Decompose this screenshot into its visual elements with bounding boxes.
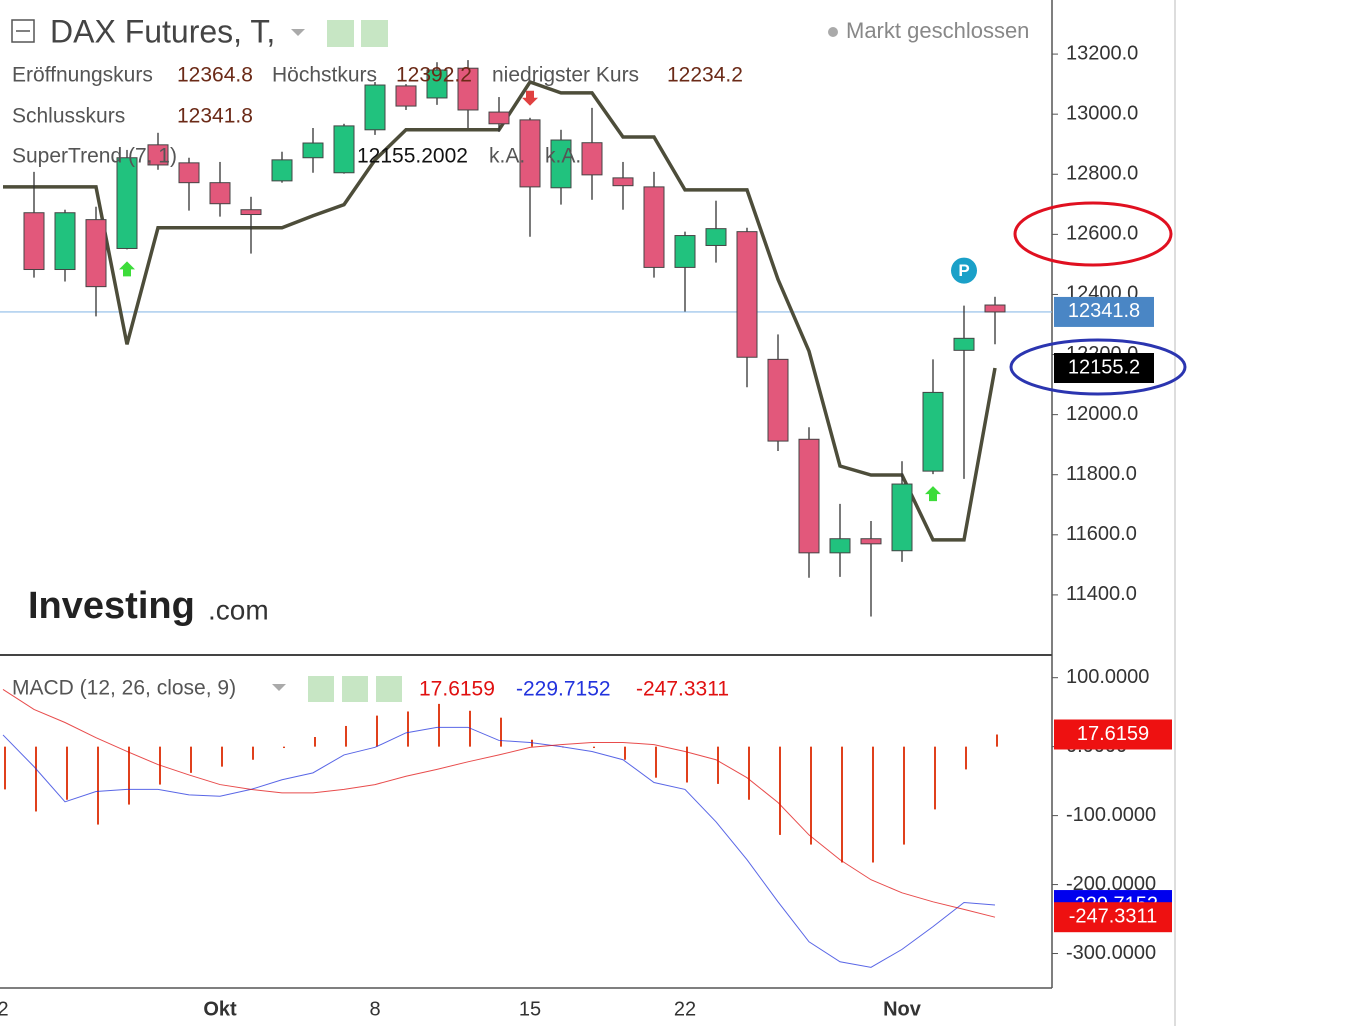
y-tick-label: 12000.0 bbox=[1066, 403, 1138, 425]
buy-arrow bbox=[119, 261, 135, 277]
ohlc-label: niedrigster Kurs bbox=[492, 64, 639, 87]
candle-body bbox=[519, 119, 541, 188]
x-tick-label: 2 bbox=[0, 998, 9, 1020]
buy-arrow bbox=[925, 486, 941, 502]
candle-body bbox=[209, 182, 231, 205]
candle-body bbox=[736, 231, 758, 358]
candle-body bbox=[147, 144, 169, 166]
candle-body bbox=[643, 186, 665, 268]
market-status: Markt geschlossen bbox=[846, 18, 1029, 43]
price-badge bbox=[1054, 296, 1154, 327]
candle-body bbox=[922, 391, 944, 472]
candle-body bbox=[767, 358, 789, 442]
eye-icon[interactable] bbox=[308, 676, 334, 702]
candle-body bbox=[271, 159, 293, 182]
indicator-value: 12155.2002 bbox=[357, 145, 468, 168]
y-tick-label: 11600.0 bbox=[1066, 523, 1137, 545]
candle-body bbox=[302, 142, 324, 159]
highlight-circle bbox=[1013, 201, 1173, 267]
price-badge-label: 12341.8 bbox=[1068, 300, 1140, 322]
x-tick-label: Okt bbox=[203, 998, 237, 1020]
y-tick-label: 12600.0 bbox=[1066, 223, 1138, 245]
chart-title: DAX Futures, T, bbox=[50, 13, 275, 49]
ohlc-label: Schlusskurs bbox=[12, 105, 125, 128]
highlight-circle bbox=[1009, 338, 1187, 396]
x-tick-label: 8 bbox=[369, 998, 380, 1020]
candle-body bbox=[333, 125, 355, 174]
p-marker bbox=[951, 257, 977, 284]
y-tick-label: -300.0000 bbox=[1066, 942, 1156, 964]
value-badge bbox=[1054, 719, 1172, 750]
candle-body bbox=[364, 84, 386, 131]
macd-line bbox=[2, 726, 996, 968]
price-badge-label: 12155.2 bbox=[1068, 356, 1140, 378]
candle-body bbox=[891, 483, 913, 552]
ohlc-value: 12341.8 bbox=[177, 105, 253, 128]
y-tick-label: 13200.0 bbox=[1066, 42, 1138, 64]
candle-body bbox=[550, 139, 572, 189]
ohlc-label: Eröffnungskurs bbox=[12, 64, 153, 87]
x-tick-label: 15 bbox=[519, 998, 541, 1020]
candle-body bbox=[426, 69, 448, 99]
collapse-icon[interactable] bbox=[11, 19, 35, 43]
ohlc-value: 12364.8 bbox=[177, 64, 253, 87]
macd-value: -229.7152 bbox=[516, 678, 611, 701]
dropdown-arrow[interactable] bbox=[291, 29, 305, 36]
candle-body bbox=[674, 235, 696, 268]
ohlc-value: 12234.2 bbox=[667, 64, 743, 87]
indicator-value: k.A. bbox=[489, 145, 525, 168]
dropdown-arrow[interactable] bbox=[272, 684, 286, 691]
macd-line bbox=[2, 688, 996, 918]
y-tick-label: -200.0000 bbox=[1066, 873, 1156, 895]
sell-arrow bbox=[522, 90, 538, 106]
candle-body bbox=[581, 142, 603, 176]
candle-body bbox=[240, 209, 262, 216]
y-tick-label: 100.0000 bbox=[1066, 666, 1149, 688]
candle-body bbox=[612, 177, 634, 187]
indicator-value: k.A. bbox=[545, 145, 581, 168]
value-badge-label: 17.6159 bbox=[1077, 723, 1149, 745]
candle-body bbox=[395, 85, 417, 107]
candle-body bbox=[54, 212, 76, 271]
x-tick-label: Nov bbox=[883, 998, 922, 1020]
y-tick-label: 13000.0 bbox=[1066, 102, 1138, 124]
price-badge bbox=[1054, 353, 1154, 384]
y-tick-label: 11800.0 bbox=[1066, 463, 1137, 485]
ohlc-label: Höchstkurs bbox=[272, 64, 377, 87]
candle-body bbox=[953, 337, 975, 351]
y-tick-label: -100.0000 bbox=[1066, 804, 1156, 826]
candle-body bbox=[85, 219, 107, 288]
candle-body bbox=[116, 157, 138, 249]
candle-body bbox=[860, 538, 882, 545]
logo-suffix: .com bbox=[208, 594, 269, 625]
eye-icon[interactable] bbox=[327, 20, 354, 47]
macd-value: -247.3311 bbox=[636, 678, 729, 701]
value-badge bbox=[1054, 902, 1172, 933]
close-icon[interactable] bbox=[376, 676, 402, 702]
indicator-name: SuperTrend (7, 1) bbox=[12, 145, 177, 168]
candle-body bbox=[488, 111, 510, 125]
candle-body bbox=[798, 438, 820, 554]
y-tick-label: 11400.0 bbox=[1066, 583, 1137, 605]
x-tick-label: 22 bbox=[674, 998, 696, 1020]
value-badge-label: -247.3311 bbox=[1069, 905, 1158, 927]
logo: Investing bbox=[28, 585, 195, 627]
p-marker-label: P bbox=[958, 261, 969, 280]
ohlc-value: 12392.2 bbox=[396, 64, 472, 87]
candle-body bbox=[829, 538, 851, 554]
candle-body bbox=[984, 304, 1006, 313]
macd-value: 17.6159 bbox=[419, 678, 495, 701]
macd-title: MACD (12, 26, close, 9) bbox=[12, 677, 236, 700]
candle-body bbox=[178, 162, 200, 184]
gear-icon[interactable] bbox=[342, 676, 368, 702]
gear-icon[interactable] bbox=[361, 20, 388, 47]
candle-body bbox=[457, 67, 479, 111]
y-tick-label: 12800.0 bbox=[1066, 163, 1138, 185]
candle-body bbox=[23, 212, 45, 271]
candle-body bbox=[705, 228, 727, 246]
status-dot bbox=[828, 27, 838, 37]
